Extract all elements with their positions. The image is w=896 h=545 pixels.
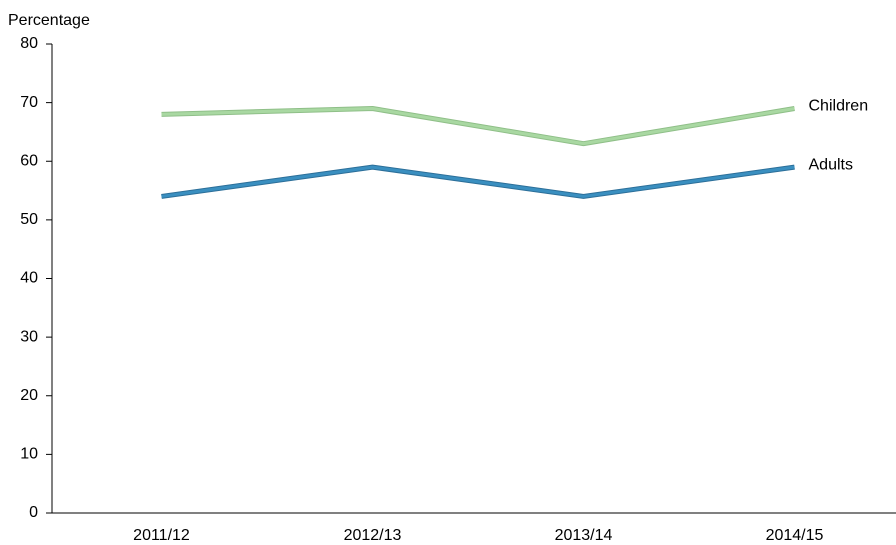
line-label: Adults: [809, 156, 853, 173]
y-tick-label: 50: [20, 211, 38, 228]
line: [161, 165, 795, 198]
line-label: Children: [809, 98, 869, 115]
y-tick-label: 60: [20, 152, 38, 169]
y-tick-label: 20: [20, 387, 38, 404]
y-tick-label: 80: [20, 35, 38, 52]
y-tick-label: 30: [20, 328, 38, 345]
y-tick-label: 70: [20, 94, 38, 111]
line: [161, 106, 795, 146]
y-tick-label: 40: [20, 270, 38, 287]
y-tick-label: 0: [29, 504, 38, 521]
y-axis-title: Percentage: [8, 12, 90, 29]
x-tick-label: 2013/14: [555, 527, 613, 544]
y-tick-label: 10: [20, 446, 38, 463]
x-tick-label: 2011/12: [133, 527, 190, 544]
x-tick-label: 2014/15: [766, 527, 824, 544]
x-tick-label: 2012/13: [344, 527, 402, 544]
